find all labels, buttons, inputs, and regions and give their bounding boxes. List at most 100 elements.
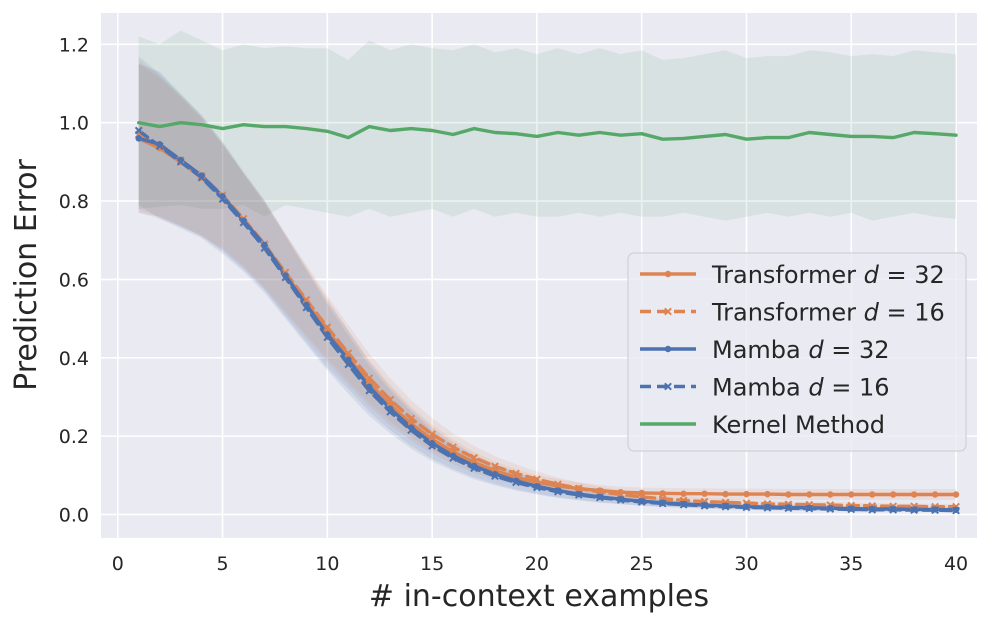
legend: Transformer d = 32 Transformer d = 16 Mamb… [627, 252, 967, 452]
x-tick-label: 40 [944, 553, 968, 575]
point-1 [595, 487, 604, 496]
point-3 [826, 505, 835, 513]
point-3 [176, 157, 185, 166]
x-tick-label: 0 [112, 553, 124, 575]
legend-marker [664, 270, 672, 278]
y-tick-labels: 0.0 0.2 0.4 0.6 0.8 1.0 1.2 [59, 34, 89, 526]
point-3 [428, 442, 437, 450]
y-tick-label: 0.2 [59, 426, 89, 448]
point-0 [680, 490, 687, 497]
point-3 [470, 464, 478, 473]
series-lines [136, 120, 958, 513]
point-3 [449, 454, 457, 462]
point-1 [553, 480, 562, 489]
point-0 [827, 491, 834, 498]
y-tick-label: 0.6 [59, 269, 89, 291]
point-2 [345, 356, 352, 363]
band-1 [138, 60, 956, 510]
band-0 [138, 63, 956, 501]
y-tick-label: 1.0 [59, 113, 89, 135]
point-0 [889, 491, 897, 498]
point-3 [658, 499, 667, 508]
point-1 [532, 475, 541, 484]
y-tick-label: 0.8 [59, 191, 89, 213]
point-3 [553, 487, 562, 496]
series-line-3 [136, 128, 958, 513]
point-3 [595, 493, 604, 502]
point-3 [260, 244, 269, 252]
x-tick-label: 25 [630, 553, 654, 575]
legend-entry: Kernel Method [640, 411, 885, 439]
point-0 [848, 491, 855, 498]
x-tick-label: 5 [217, 553, 229, 575]
point-1 [386, 395, 395, 404]
x-axis-label: # in-context examples [369, 579, 709, 614]
point-0 [554, 482, 562, 490]
point-3 [281, 273, 290, 282]
point-3 [847, 505, 856, 514]
point-2 [512, 477, 520, 484]
y-tick-label: 1.2 [59, 34, 89, 56]
legend-label: Mamba d = 16 [712, 374, 890, 402]
point-3 [512, 478, 520, 487]
point-3 [952, 506, 960, 515]
x-tick-label: 30 [734, 553, 758, 575]
band-2 [138, 63, 956, 512]
point-3 [365, 386, 374, 395]
point-3 [386, 407, 395, 416]
point-0 [869, 491, 876, 498]
legend-entry: Mamba d = 16 [640, 374, 890, 402]
x-tick-label: 15 [420, 553, 444, 575]
point-3 [574, 490, 583, 499]
point-0 [931, 491, 939, 498]
point-0 [806, 491, 813, 498]
point-0 [743, 490, 750, 498]
band-3 [138, 56, 956, 513]
point-3 [491, 472, 499, 481]
point-3 [302, 303, 311, 312]
legend-label: Kernel Method [712, 411, 885, 439]
point-3 [700, 501, 709, 510]
confidence-bands [138, 30, 956, 513]
point-1 [344, 349, 353, 357]
legend-marker [664, 345, 672, 353]
legend-entry: Mamba d = 32 [640, 336, 890, 364]
point-0 [701, 490, 708, 497]
point-1 [449, 443, 457, 452]
point-3 [868, 505, 877, 514]
point-3 [218, 195, 227, 204]
point-0 [910, 491, 918, 498]
point-3 [784, 504, 793, 513]
point-1 [491, 462, 499, 471]
legend-box [627, 252, 967, 452]
point-1 [512, 469, 520, 478]
legend-label: Transformer d = 32 [711, 261, 945, 289]
point-0 [764, 490, 771, 498]
x-tick-label: 10 [315, 553, 339, 575]
point-0 [659, 490, 666, 497]
point-3 [407, 426, 416, 435]
legend-marker [664, 382, 672, 391]
point-3 [637, 498, 646, 506]
point-3 [931, 506, 939, 515]
point-3 [134, 126, 143, 135]
series-line-4 [136, 120, 958, 141]
point-3 [889, 505, 898, 514]
x-tick-labels: 0 5 10 15 20 25 30 35 40 [112, 553, 968, 575]
point-3 [155, 142, 164, 151]
point-0 [785, 491, 792, 498]
point-3 [742, 503, 751, 512]
x-tick-label: 35 [839, 553, 863, 575]
point-3 [910, 506, 919, 515]
y-axis-label: Prediction Error [9, 158, 44, 390]
legend-entry: Transformer d = 16 [640, 299, 945, 327]
point-1 [302, 295, 311, 304]
point-3 [323, 333, 332, 342]
point-3 [763, 503, 772, 512]
point-2 [135, 135, 142, 142]
point-3 [197, 173, 206, 182]
legend-marker [664, 307, 672, 316]
point-3 [344, 360, 353, 369]
point-1 [365, 374, 374, 383]
point-1 [574, 484, 583, 493]
